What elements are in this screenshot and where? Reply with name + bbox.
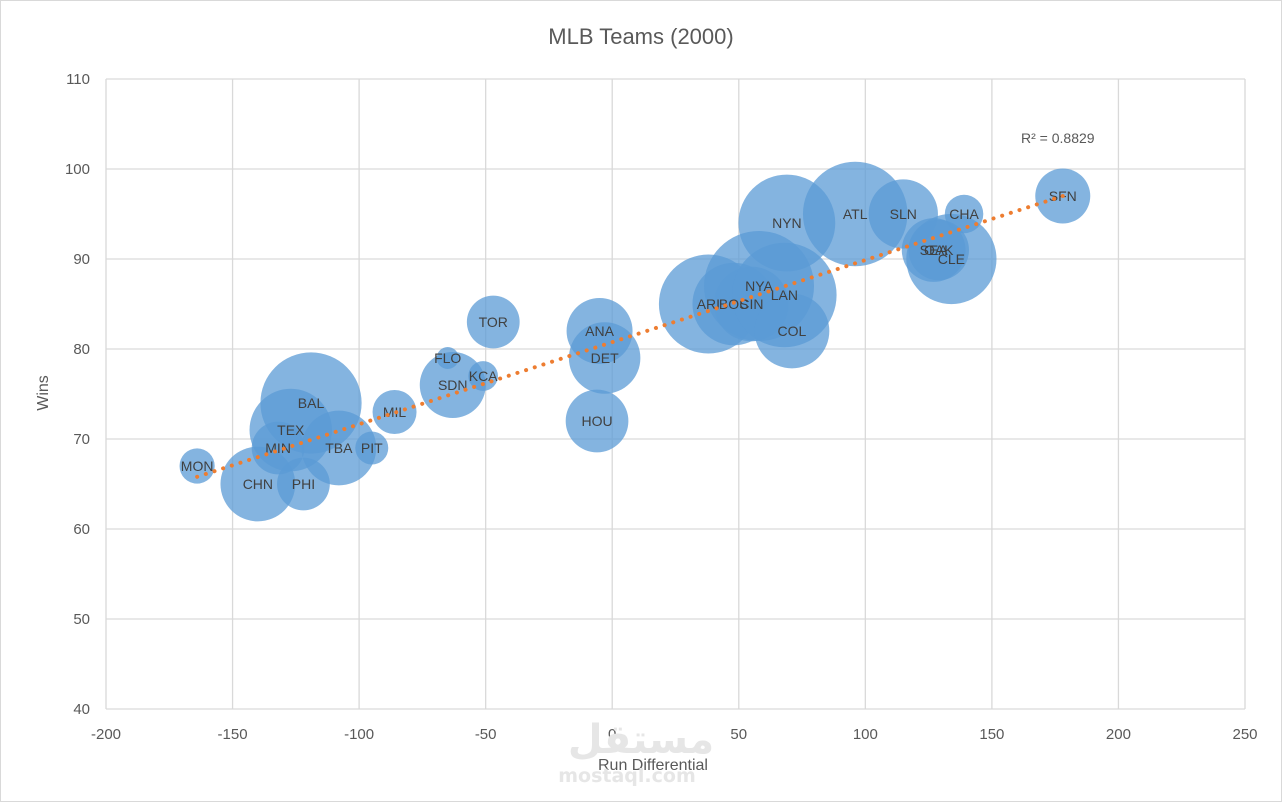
bubble-label-pit: PIT [361,440,383,456]
bubble-label-tex: TEX [277,422,305,438]
x-tick-label: 250 [1232,726,1257,743]
bubble-label-nyn: NYN [772,215,802,231]
bubble-cle [906,213,997,305]
bubble-label-sln: SLN [890,206,917,222]
bubble-label-ana: ANA [585,323,614,339]
bubble-sdn [419,352,486,418]
y-tick-label: 80 [73,341,90,358]
bubble-label-phi: PHI [292,476,315,492]
bubble-label-mon: MON [181,458,214,474]
bubble-col [754,293,830,369]
y-axis-title: Wins [35,375,52,411]
bubble-label-cle: CLE [938,251,965,267]
x-tick-label: 150 [979,726,1004,743]
bubble-label-tor: TOR [479,314,508,330]
bubble-tor [466,295,520,349]
bubble-label-hou: HOU [581,413,612,429]
x-tick-label: 50 [730,726,747,743]
bubble-label-kca: KCA [469,368,498,384]
r-squared-label: R² = 0.8829 [1021,130,1095,146]
bubble-label-atl: ATL [843,206,868,222]
bubble-label-nya: NYA [745,278,773,294]
bubble-label-ari: ARI [697,296,720,312]
x-tick-label: 100 [853,726,878,743]
y-axis-ticks: 40 50 60 70 80 90 100 110 [65,71,90,718]
bubble-hou [565,389,629,453]
trendline [195,194,1065,479]
bubble-label-bal: BAL [298,395,325,411]
x-tick-label: -100 [344,726,374,743]
bubble-label-chn: CHN [243,476,273,492]
x-tick-label: 200 [1106,726,1131,743]
x-tick-label: -200 [91,726,121,743]
bubble-label-det: DET [591,350,619,366]
y-tick-label: 50 [73,611,90,628]
y-tick-label: 70 [73,431,90,448]
watermark-arabic: مستقل [568,717,714,763]
bubble-label-lan: LAN [771,287,798,303]
chart-title: MLB Teams (2000) [548,24,733,49]
bubble-label-col: COL [778,323,807,339]
bubble-label-min: MIN [265,440,291,456]
bubble-label-flo: FLO [434,350,461,366]
y-tick-label: 110 [66,71,90,88]
x-axis-ticks: -200 -150 -100 -50 0 50 100 150 200 250 [91,726,1258,743]
bubble-label-oak: OAK [924,242,954,258]
watermark-latin: mostaql.com [558,765,696,787]
bubble-pit [355,431,389,465]
bubble-label-sdn: SDN [438,377,468,393]
bubble-series [179,161,1091,522]
bubble-label-cin: CIN [739,296,763,312]
y-tick-label: 60 [73,521,90,538]
x-tick-label: -50 [475,726,497,743]
bubble-tba [301,410,377,486]
bubble-label-tba: TBA [325,440,353,456]
y-tick-label: 100 [65,161,90,178]
x-tick-label: 0 [608,726,616,743]
bubble-label-sea: SEA [920,242,949,258]
y-tick-label: 40 [73,701,90,718]
bubble-kca [468,361,498,391]
x-axis-title: Run Differential [598,757,708,774]
y-tick-label: 90 [73,251,90,268]
bubble-label-cha: CHA [949,206,979,222]
x-tick-label: -150 [218,726,248,743]
bubble-cha [944,194,984,234]
